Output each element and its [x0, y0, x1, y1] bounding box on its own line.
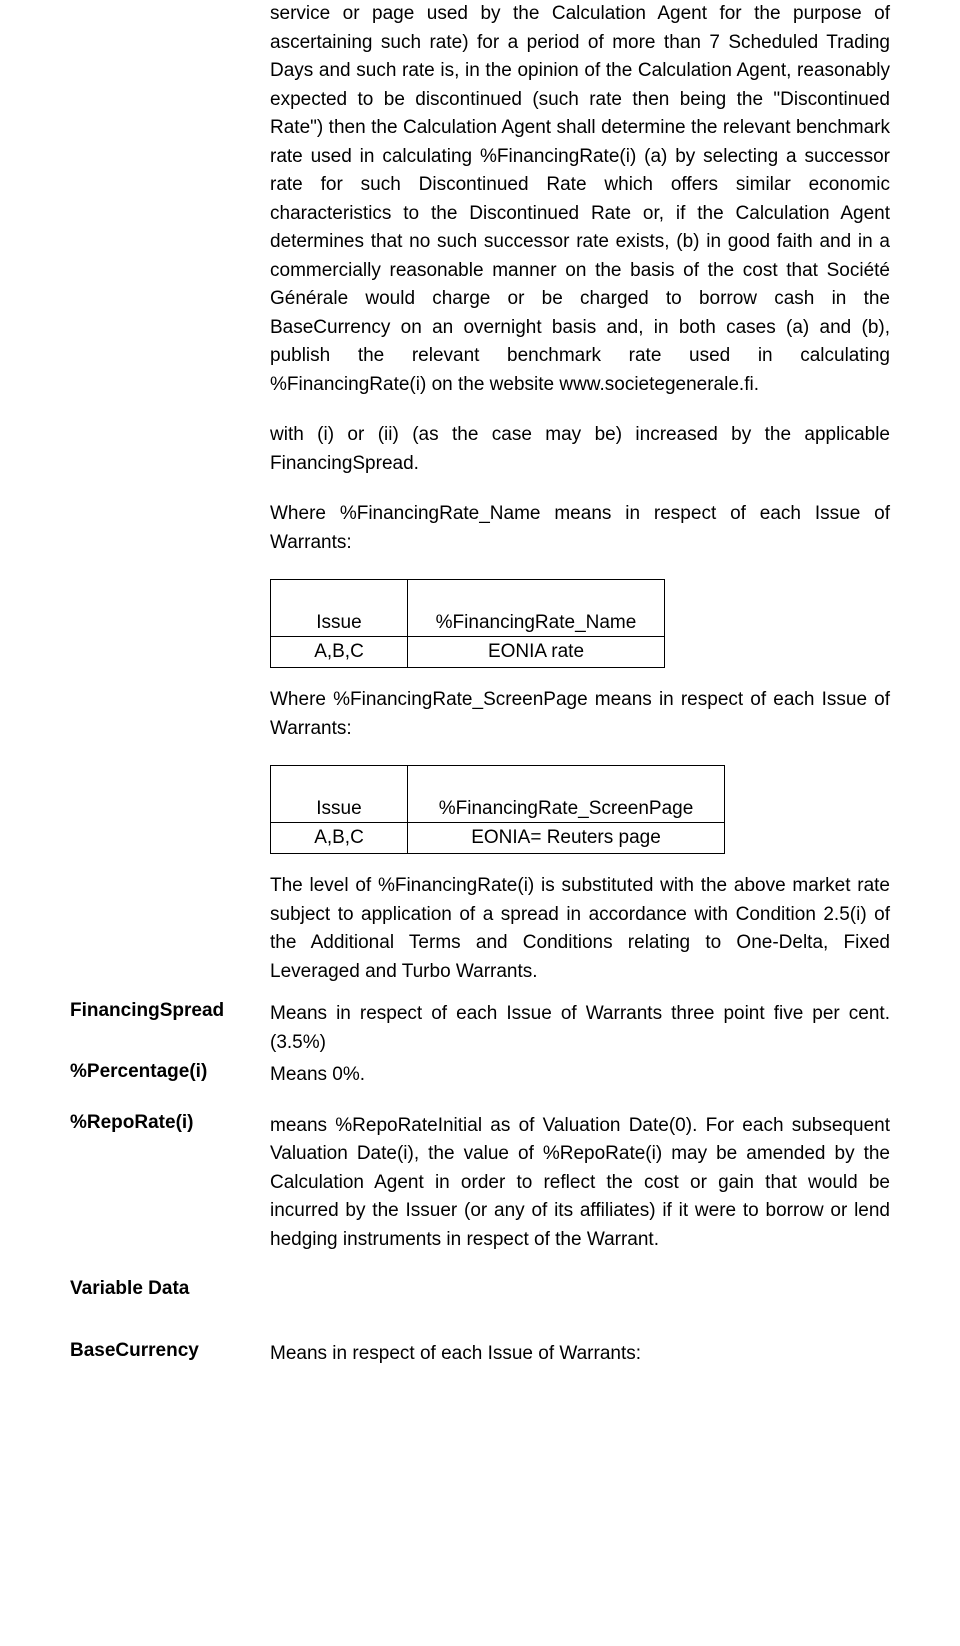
term-percentage: %Percentage(i) Means 0%.: [70, 1061, 890, 1090]
term-financing-spread: FinancingSpread Means in respect of each…: [70, 1000, 890, 1057]
term-variable-data: Variable Data: [70, 1278, 890, 1300]
term-label: FinancingSpread: [70, 1000, 270, 1022]
table2-header-issue: Issue: [271, 766, 408, 823]
term-value: means %RepoRateInitial as of Valuation D…: [270, 1112, 890, 1255]
term-label: %Percentage(i): [70, 1061, 270, 1083]
table1-header-issue: Issue: [271, 580, 408, 637]
paragraph-3: Where %FinancingRate_Name means in respe…: [270, 500, 890, 557]
term-repo-rate: %RepoRate(i) means %RepoRateInitial as o…: [70, 1112, 890, 1255]
term-label: %RepoRate(i): [70, 1112, 270, 1134]
term-label: BaseCurrency: [70, 1340, 270, 1362]
table2-header-screenpage: %FinancingRate_ScreenPage: [408, 766, 725, 823]
term-value: Means 0%.: [270, 1061, 890, 1090]
document-page: service or page used by the Calculation …: [0, 0, 960, 1409]
financing-rate-screenpage-table: Issue %FinancingRate_ScreenPage A,B,C EO…: [270, 765, 725, 854]
table1-row1-issue: A,B,C: [271, 637, 408, 668]
paragraph-1: service or page used by the Calculation …: [270, 0, 890, 399]
paragraph-4: Where %FinancingRate_ScreenPage means in…: [270, 686, 890, 743]
term-value: Means in respect of each Issue of Warran…: [270, 1340, 890, 1369]
main-text-block: service or page used by the Calculation …: [270, 0, 890, 986]
table2-row1-screenpage: EONIA= Reuters page: [408, 823, 725, 854]
paragraph-5: The level of %FinancingRate(i) is substi…: [270, 872, 890, 986]
financing-rate-name-table: Issue %FinancingRate_Name A,B,C EONIA ra…: [270, 579, 665, 668]
table1-header-name: %FinancingRate_Name: [408, 580, 665, 637]
table1-row1-name: EONIA rate: [408, 637, 665, 668]
table2-row1-issue: A,B,C: [271, 823, 408, 854]
term-value: Means in respect of each Issue of Warran…: [270, 1000, 890, 1057]
paragraph-2: with (i) or (ii) (as the case may be) in…: [270, 421, 890, 478]
term-base-currency: BaseCurrency Means in respect of each Is…: [70, 1340, 890, 1369]
